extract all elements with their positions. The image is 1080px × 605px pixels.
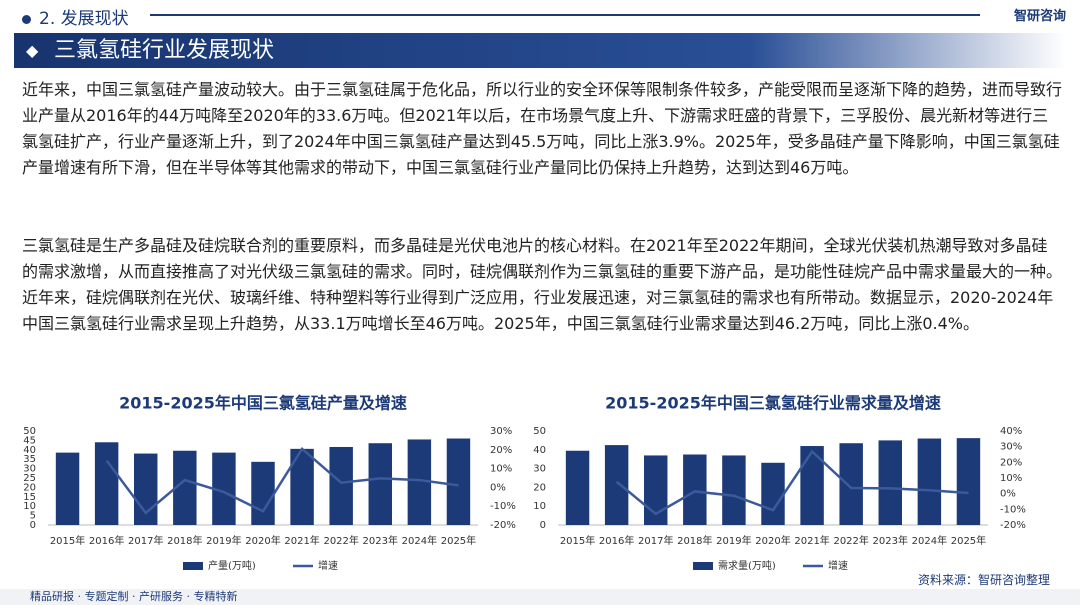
y2-tick-label: 20% <box>490 445 512 456</box>
source: 资料来源：智研咨询整理 <box>917 573 1050 587</box>
x-tick-label: 2021年 <box>284 534 319 547</box>
y-tick-label: 25 <box>23 473 36 484</box>
x-tick-label: 2022年 <box>323 534 358 547</box>
page-title: 三氯氢硅行业发展现状 <box>14 33 1066 68</box>
y-tick-label: 40 <box>533 445 546 456</box>
y2-tick-label: 30% <box>1000 442 1022 453</box>
x-tick-label: 2020年 <box>755 534 790 547</box>
bar <box>878 440 902 525</box>
y-tick-label: 10 <box>533 501 546 512</box>
x-tick-label: 2016年 <box>599 534 634 547</box>
charts: 2015-2025年中国三氯氢硅产量及增速0510152025303540455… <box>23 394 1026 570</box>
y-tick-label: 20 <box>23 482 36 493</box>
y-tick-label: 40 <box>23 445 36 456</box>
x-tick-label: 2017年 <box>638 534 673 547</box>
bar <box>173 450 197 525</box>
chart-title: 2015-2025年中国三氯氢硅行业需求量及增速 <box>605 394 941 413</box>
bar <box>956 438 981 525</box>
legend-swatch <box>183 562 203 570</box>
x-tick-label: 2019年 <box>716 534 751 547</box>
bar <box>329 446 353 525</box>
y2-tick-label: 30% <box>490 426 512 437</box>
x-tick-label: 2022年 <box>833 534 868 547</box>
legend-swatch <box>693 562 713 570</box>
y2-tick-label: -10% <box>1000 504 1026 515</box>
y-tick-label: 50 <box>533 426 546 437</box>
x-tick-label: 2018年 <box>167 534 202 547</box>
footer-text: 精品研报 · 专题定制 · 产研服务 · 专精特新 <box>30 590 238 603</box>
section-label: 2. 发展现状 <box>22 4 129 29</box>
y-tick-label: 30 <box>533 464 546 475</box>
bar <box>800 446 824 525</box>
x-tick-label: 2021年 <box>794 534 829 547</box>
x-tick-label: 2015年 <box>50 534 85 547</box>
y2-tick-label: -20% <box>1000 520 1026 531</box>
bar <box>917 438 942 525</box>
y-tick-label: 20 <box>533 482 546 493</box>
x-tick-label: 2025年 <box>951 534 986 547</box>
bar <box>212 452 236 525</box>
y-tick-label: 0 <box>540 520 546 531</box>
bar <box>683 454 707 525</box>
bar <box>407 439 432 525</box>
bar <box>251 461 275 525</box>
footer: 精品研报 · 专题定制 · 产研服务 · 专精特新 <box>0 589 1080 605</box>
x-tick-label: 2024年 <box>402 534 437 547</box>
x-tick-label: 2025年 <box>441 534 476 547</box>
legend-label: 增速 <box>318 559 338 570</box>
paragraph: 近年来，中国三氯氢硅产量波动较大。由于三氯氢硅属于危化品，所以行业的安全环保等限… <box>22 80 1063 177</box>
x-tick-label: 2024年 <box>912 534 947 547</box>
y-tick-label: 10 <box>23 501 36 512</box>
y-tick-label: 50 <box>23 426 36 437</box>
chart-title: 2015-2025年中国三氯氢硅产量及增速 <box>119 394 407 413</box>
x-tick-label: 2020年 <box>245 534 280 547</box>
y2-tick-label: 10% <box>1000 473 1022 484</box>
y2-tick-label: 0% <box>490 482 506 493</box>
bar <box>290 448 314 525</box>
bar <box>368 443 392 525</box>
bar <box>722 455 746 525</box>
x-tick-label: 2015年 <box>560 534 595 547</box>
y-tick-label: 30 <box>23 464 36 475</box>
bar <box>604 445 629 525</box>
x-tick-label: 2023年 <box>363 534 398 547</box>
bar <box>94 442 119 525</box>
x-tick-label: 2018年 <box>677 534 712 547</box>
header-rule <box>150 14 980 16</box>
bar <box>446 438 471 525</box>
growth-line <box>615 449 969 516</box>
y2-tick-label: -10% <box>490 501 516 512</box>
logo: 智研咨询 <box>1013 9 1066 24</box>
y2-tick-label: 0% <box>1000 489 1016 500</box>
legend-label: 产量(万吨) <box>208 559 256 570</box>
x-tick-label: 2023年 <box>873 534 908 547</box>
bar <box>55 452 80 525</box>
x-tick-label: 2017年 <box>128 534 163 547</box>
x-tick-label: 2016年 <box>89 534 124 547</box>
bar <box>565 450 590 525</box>
bar <box>839 443 863 525</box>
x-tick-label: 2019年 <box>206 534 241 547</box>
legend-label: 需求量(万吨) <box>718 559 776 570</box>
y-tick-label: 15 <box>23 492 36 503</box>
legend-label: 增速 <box>828 559 848 570</box>
bar <box>761 462 785 525</box>
y2-tick-label: 10% <box>490 464 512 475</box>
y-tick-label: 35 <box>23 454 36 465</box>
y-tick-label: 5 <box>30 511 36 522</box>
y2-tick-label: 20% <box>1000 457 1022 468</box>
paragraph: 三氯氢硅是生产多晶硅及硅烷联合剂的重要原料，而多晶硅是光伏电池片的核心材料。在2… <box>22 236 1063 333</box>
y2-tick-label: 40% <box>1000 426 1022 437</box>
y-tick-label: 45 <box>23 435 36 446</box>
y2-tick-label: -20% <box>490 520 516 531</box>
growth-line <box>105 446 459 515</box>
y-tick-label: 0 <box>30 520 36 531</box>
